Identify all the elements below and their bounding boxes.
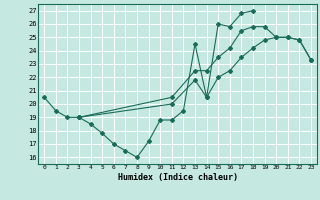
X-axis label: Humidex (Indice chaleur): Humidex (Indice chaleur)	[118, 173, 238, 182]
